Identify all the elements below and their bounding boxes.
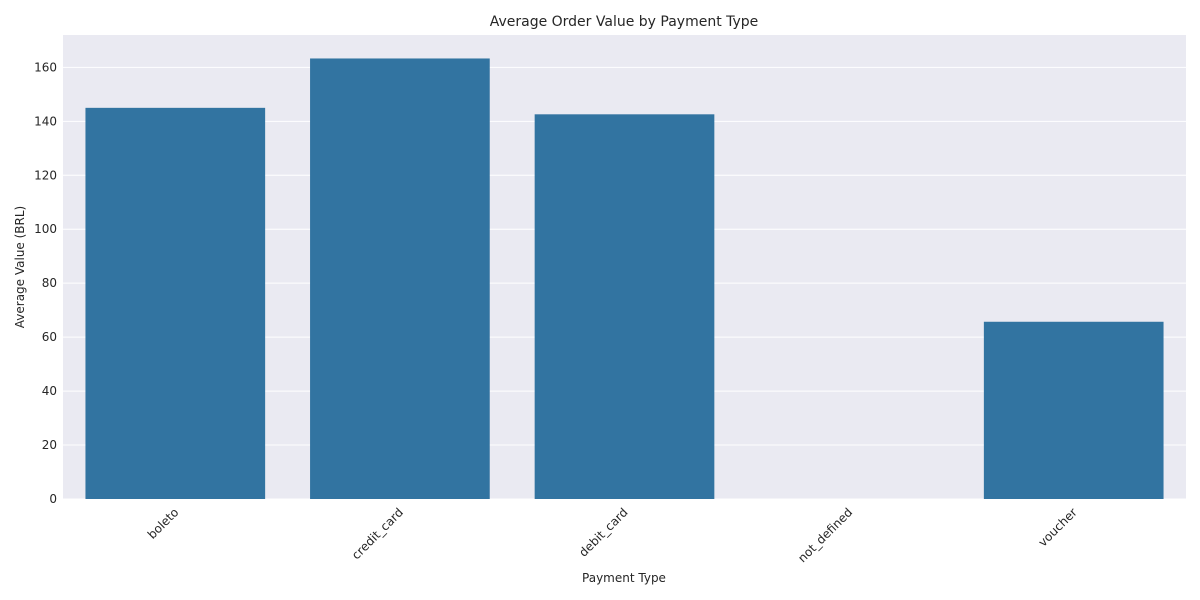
- y-tick-label: 40: [42, 384, 57, 398]
- y-tick-label: 80: [42, 276, 57, 290]
- x-tick-label: boleto: [145, 505, 182, 542]
- y-tick-label: 160: [34, 60, 57, 74]
- x-tick-label: voucher: [1036, 505, 1080, 549]
- bar-credit-card: [310, 58, 490, 500]
- x-axis-ticks: boleto credit_card debit_card not_defined vo…: [145, 505, 1080, 565]
- bar-debit-card: [534, 114, 715, 499]
- x-tick-label: not_defined: [795, 505, 855, 565]
- y-tick-label: 20: [42, 438, 57, 452]
- x-tick-label: credit_card: [349, 505, 406, 562]
- bars: [85, 58, 1164, 500]
- bar-voucher: [983, 321, 1164, 499]
- y-tick-label: 120: [34, 168, 57, 182]
- y-tick-label: 60: [42, 330, 57, 344]
- y-axis-label: Average Value (BRL): [13, 206, 27, 328]
- y-tick-label: 140: [34, 114, 57, 128]
- x-tick-label: debit_card: [576, 505, 630, 559]
- chart-title: Average Order Value by Payment Type: [490, 14, 759, 30]
- y-tick-label: 100: [34, 222, 57, 236]
- y-tick-label: 0: [49, 492, 57, 506]
- bar-boleto: [85, 107, 266, 499]
- y-axis-ticks: 0 20 40 60 80 100 120 140 160: [34, 60, 57, 506]
- x-axis-label: Payment Type: [582, 571, 666, 585]
